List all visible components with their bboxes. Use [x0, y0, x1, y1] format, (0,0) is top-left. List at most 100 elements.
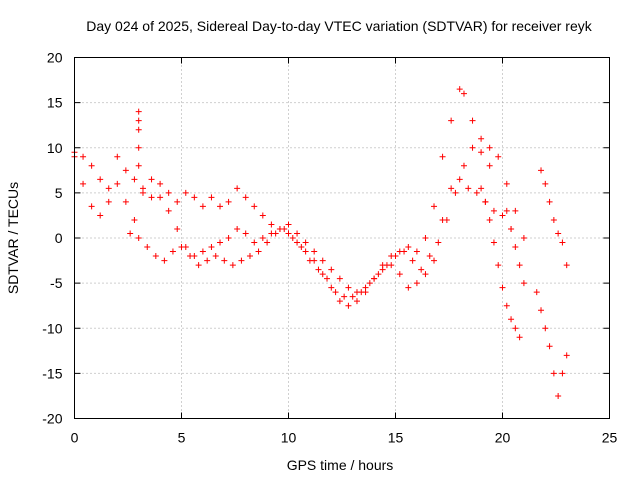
- data-point: [204, 257, 211, 264]
- data-point: [131, 176, 138, 183]
- x-tick-label: 5: [178, 430, 186, 446]
- data-point: [516, 334, 523, 341]
- data-point: [336, 275, 343, 282]
- data-point: [503, 302, 510, 309]
- series-late-arc-3: [538, 167, 570, 269]
- data-point: [371, 275, 378, 282]
- data-point: [289, 235, 296, 241]
- data-point: [97, 212, 104, 219]
- data-point: [187, 253, 194, 260]
- data-point: [114, 153, 121, 160]
- data-point: [469, 144, 476, 151]
- series-track-b: [71, 153, 515, 309]
- data-point: [409, 257, 416, 264]
- data-point: [302, 248, 309, 255]
- data-point: [542, 180, 549, 187]
- data-point: [135, 108, 142, 115]
- series-late-arc-4: [533, 289, 570, 399]
- data-point: [495, 262, 502, 269]
- data-point: [482, 198, 489, 205]
- data-point: [135, 144, 142, 151]
- data-point: [448, 117, 455, 124]
- data-point: [499, 284, 506, 291]
- data-point: [242, 194, 249, 201]
- data-point: [122, 198, 129, 205]
- data-point: [559, 370, 566, 377]
- data-point: [375, 271, 382, 278]
- data-point: [383, 262, 390, 269]
- data-point: [251, 203, 258, 210]
- data-point: [328, 266, 335, 273]
- data-point: [538, 167, 545, 174]
- data-point: [439, 153, 446, 160]
- data-point: [105, 198, 112, 205]
- y-tick-label: -5: [50, 275, 63, 291]
- data-point: [281, 225, 288, 232]
- data-point: [563, 262, 570, 269]
- data-point: [456, 86, 463, 93]
- data-point: [199, 248, 206, 255]
- data-point: [165, 207, 172, 214]
- data-point: [264, 239, 271, 246]
- data-point: [563, 352, 570, 359]
- data-point: [508, 225, 515, 232]
- data-point: [550, 370, 557, 377]
- data-point: [490, 207, 497, 214]
- data-point: [268, 221, 275, 228]
- data-point: [336, 298, 343, 305]
- y-tick-label: -15: [42, 365, 62, 381]
- data-point: [97, 176, 104, 183]
- data-point: [135, 235, 142, 241]
- data-point: [465, 185, 472, 192]
- data-point: [178, 244, 185, 251]
- data-point: [242, 230, 249, 237]
- chart-title: Day 024 of 2025, Sidereal Day-to-day VTE…: [86, 18, 592, 34]
- data-point: [217, 203, 224, 210]
- data-point: [456, 176, 463, 183]
- data-point: [272, 230, 279, 237]
- data-point: [131, 216, 138, 223]
- data-point: [533, 289, 540, 296]
- data-point: [555, 230, 562, 237]
- data-point: [443, 216, 450, 223]
- data-point: [418, 266, 425, 273]
- data-point: [225, 198, 232, 205]
- data-point: [512, 244, 519, 251]
- data-point: [546, 198, 553, 205]
- data-point: [542, 325, 549, 332]
- data-point: [174, 198, 181, 205]
- data-point: [238, 257, 245, 264]
- data-point: [298, 244, 305, 251]
- data-point: [195, 262, 202, 269]
- data-point: [88, 203, 95, 210]
- data-point: [358, 289, 365, 296]
- data-point: [285, 221, 292, 228]
- data-point: [114, 180, 121, 187]
- data-point: [294, 230, 301, 237]
- data-point: [366, 280, 373, 287]
- data-point: [217, 239, 224, 246]
- data-point: [520, 235, 527, 241]
- data-point: [435, 239, 442, 246]
- data-point: [135, 117, 142, 124]
- data-point: [122, 167, 129, 174]
- data-point: [452, 189, 459, 196]
- data-point: [486, 216, 493, 223]
- y-tick-label: 0: [55, 230, 63, 246]
- data-point: [88, 162, 95, 169]
- data-point: [80, 153, 87, 160]
- data-point: [555, 392, 562, 399]
- x-tick-label: 20: [495, 430, 511, 446]
- data-point: [208, 244, 215, 251]
- series-late-arc-1: [478, 185, 523, 341]
- data-point: [426, 253, 433, 260]
- data-point: [302, 239, 309, 246]
- data-point: [550, 216, 557, 223]
- data-point: [294, 239, 301, 246]
- data-point: [199, 203, 206, 210]
- data-point: [405, 244, 412, 251]
- data-point: [135, 126, 142, 133]
- grid: [74, 57, 610, 419]
- data-point: [478, 185, 485, 192]
- data-point: [332, 289, 339, 296]
